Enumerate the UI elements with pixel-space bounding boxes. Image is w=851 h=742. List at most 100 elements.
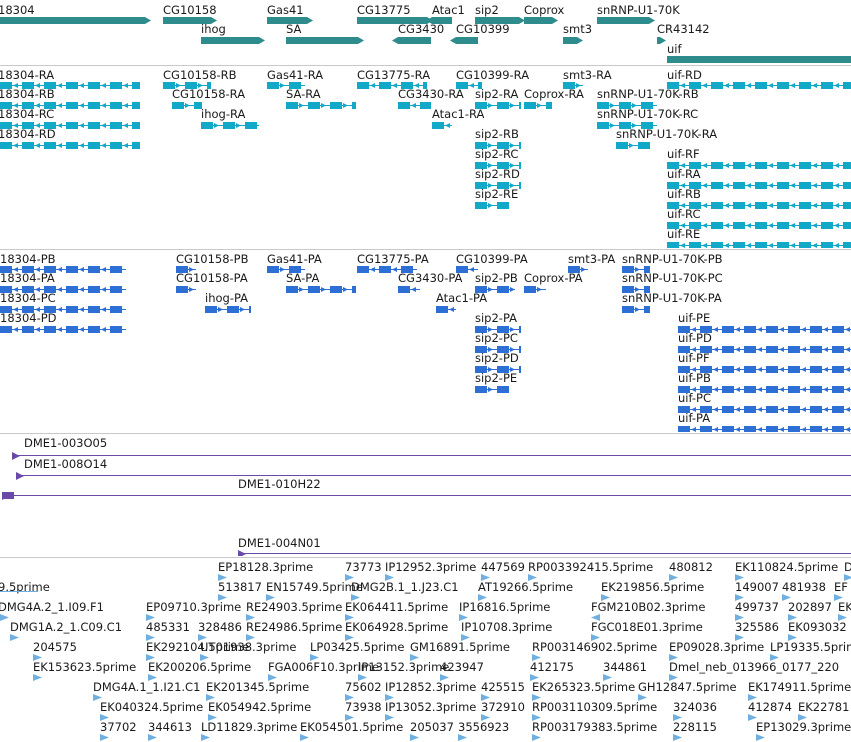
feature-label[interactable]: Gas41-PA <box>267 252 322 266</box>
feature-label[interactable]: sip2-RD <box>475 167 520 181</box>
feature-glyph[interactable] <box>735 634 745 641</box>
feature-label[interactable]: 513817 <box>218 580 262 594</box>
feature-label[interactable]: 499737 <box>735 600 779 614</box>
feature-glyph[interactable] <box>12 452 851 460</box>
feature-glyph[interactable] <box>201 122 259 129</box>
feature-glyph[interactable] <box>532 654 542 661</box>
feature-label[interactable]: sip2-PE <box>475 371 518 385</box>
feature-label[interactable]: uif-RF <box>667 147 700 161</box>
feature-label[interactable]: Gas41 <box>267 3 304 17</box>
feature-glyph[interactable] <box>385 574 395 581</box>
feature-glyph[interactable] <box>844 574 851 581</box>
feature-label[interactable]: SA-RA <box>286 87 321 101</box>
feature-label[interactable]: EK054501.5prime <box>300 720 404 734</box>
feature-glyph[interactable] <box>678 406 851 413</box>
feature-label[interactable]: EK <box>838 600 851 614</box>
feature-label[interactable]: uif-RA <box>667 167 701 181</box>
feature-label[interactable]: EK064928.5prime <box>345 620 449 634</box>
feature-label[interactable]: DMG4A.1_1.I21.C1 <box>93 680 201 694</box>
feature-label[interactable]: 325586 <box>735 620 779 634</box>
feature-glyph[interactable] <box>0 102 140 109</box>
feature-glyph[interactable] <box>461 634 471 641</box>
feature-label[interactable]: IP12952.3prime <box>385 560 477 574</box>
feature-label[interactable]: 481938 <box>782 580 826 594</box>
feature-label[interactable]: 18304-PB <box>0 252 56 266</box>
feature-glyph[interactable] <box>358 674 368 681</box>
feature-glyph[interactable] <box>601 594 611 601</box>
feature-glyph[interactable] <box>176 286 196 293</box>
feature-glyph[interactable] <box>436 306 456 313</box>
feature-glyph[interactable] <box>286 37 364 44</box>
feature-glyph[interactable] <box>33 674 43 681</box>
feature-label[interactable]: 412175 <box>530 660 574 674</box>
feature-label[interactable]: EK219856.5prime <box>601 580 705 594</box>
feature-glyph[interactable] <box>357 266 417 273</box>
feature-label[interactable]: 18304-RC <box>0 107 55 121</box>
feature-glyph[interactable] <box>148 674 158 681</box>
feature-label[interactable]: LP03425.5prime <box>310 640 405 654</box>
feature-glyph[interactable] <box>0 122 140 129</box>
feature-glyph[interactable] <box>440 674 450 681</box>
feature-label[interactable]: sip2-RC <box>475 147 519 161</box>
feature-glyph[interactable] <box>638 694 648 701</box>
feature-glyph[interactable] <box>432 122 452 129</box>
feature-glyph[interactable] <box>100 714 110 721</box>
feature-label[interactable]: LP19335.5prim <box>770 640 851 654</box>
feature-glyph[interactable] <box>770 654 780 661</box>
feature-label[interactable]: 328486 <box>198 620 242 634</box>
feature-glyph[interactable] <box>16 472 851 480</box>
feature-label[interactable]: sip2-PC <box>475 331 518 345</box>
feature-label[interactable]: EP13029.3prime <box>756 720 851 734</box>
feature-glyph[interactable] <box>568 266 588 273</box>
feature-glyph[interactable] <box>286 286 356 293</box>
feature-glyph[interactable] <box>268 674 278 681</box>
feature-glyph[interactable] <box>475 366 521 373</box>
feature-label[interactable]: CG10399-PA <box>456 252 528 266</box>
feature-glyph[interactable] <box>267 82 305 89</box>
feature-label[interactable]: sip2-RE <box>475 187 519 201</box>
feature-label[interactable]: CG13775-RA <box>357 68 431 82</box>
feature-glyph[interactable] <box>524 102 552 109</box>
feature-glyph[interactable] <box>481 714 491 721</box>
feature-glyph[interactable] <box>201 37 265 44</box>
feature-glyph[interactable] <box>748 714 758 721</box>
feature-glyph[interactable] <box>667 242 851 248</box>
feature-glyph[interactable] <box>163 82 211 89</box>
feature-glyph[interactable] <box>0 286 126 293</box>
feature-glyph[interactable] <box>481 574 491 581</box>
feature-glyph[interactable] <box>788 634 798 641</box>
feature-glyph[interactable] <box>667 182 851 189</box>
feature-label[interactable]: uif-PE <box>678 311 711 325</box>
feature-glyph[interactable] <box>475 346 521 353</box>
feature-glyph[interactable] <box>345 694 355 701</box>
feature-glyph[interactable] <box>345 634 355 641</box>
feature-label[interactable]: uif-PA <box>678 411 711 425</box>
feature-label[interactable]: Atac1-PA <box>436 291 488 305</box>
feature-glyph[interactable] <box>616 142 650 149</box>
feature-glyph[interactable] <box>286 102 356 109</box>
feature-label[interactable]: DME1-004N01 <box>238 536 321 550</box>
feature-label[interactable]: IP16816.5prime <box>459 600 551 614</box>
feature-glyph[interactable] <box>528 574 538 581</box>
feature-label[interactable]: DME1-003O05 <box>24 436 108 450</box>
feature-glyph[interactable] <box>524 286 546 293</box>
feature-glyph[interactable] <box>597 122 657 129</box>
feature-glyph[interactable] <box>146 614 156 621</box>
feature-glyph[interactable] <box>450 37 484 44</box>
feature-glyph[interactable] <box>667 222 851 229</box>
feature-label[interactable]: 18304-PD <box>0 311 57 325</box>
feature-glyph[interactable] <box>478 594 488 601</box>
feature-label[interactable]: SA-PA <box>286 271 320 285</box>
feature-glyph[interactable] <box>673 714 683 721</box>
feature-label[interactable]: 75602 <box>345 680 382 694</box>
feature-label[interactable]: 205037 <box>410 720 454 734</box>
feature-label[interactable]: CG10158 <box>163 3 217 17</box>
feature-glyph[interactable] <box>524 17 558 24</box>
feature-label[interactable]: snRNP-U1-70K-RC <box>597 107 699 121</box>
feature-label[interactable]: 344861 <box>603 660 647 674</box>
feature-glyph[interactable] <box>2 492 851 500</box>
feature-label[interactable]: uif-PC <box>678 391 712 405</box>
feature-glyph[interactable] <box>300 734 310 741</box>
feature-glyph[interactable] <box>357 82 427 89</box>
feature-glyph[interactable] <box>667 56 851 63</box>
